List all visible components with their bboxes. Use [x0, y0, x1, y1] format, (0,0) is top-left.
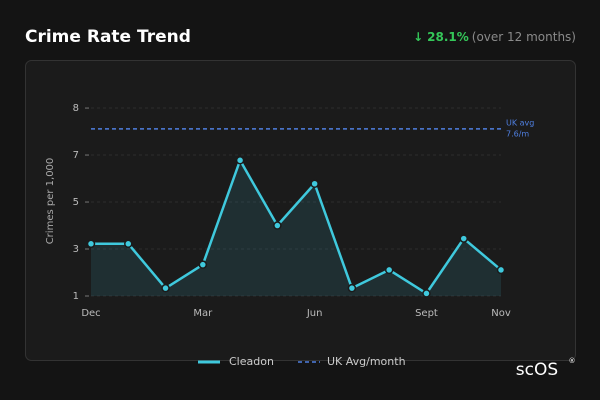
y-axis-label: Crimes per 1,000 [45, 158, 56, 245]
x-tick-label: Jun [306, 308, 323, 319]
point [384, 265, 394, 275]
logo-mark: ® [569, 357, 576, 365]
legend-label: Cleadon [229, 355, 274, 368]
area [91, 160, 501, 296]
x-tick-label: Nov [491, 308, 511, 319]
y-tick-label: 8 [73, 103, 79, 114]
change-summary: ↓ 28.1% (over 12 months) [413, 30, 576, 44]
y-tick-label: 7 [73, 150, 79, 161]
x-tick-label: Sept [415, 308, 438, 319]
point [459, 234, 468, 243]
y-tick-label: 5 [73, 197, 79, 208]
point [198, 260, 208, 269]
change-value: 28.1% [427, 30, 469, 44]
point [347, 283, 357, 293]
logo: scOS [516, 360, 558, 380]
change-arrow: ↓ [413, 30, 423, 44]
point [310, 179, 319, 189]
reference-value-label: 7.6/m [506, 129, 529, 138]
reference-label: UK avg [506, 118, 534, 127]
x-tick-label: Mar [193, 308, 213, 319]
title: Crime Rate Trend [25, 27, 191, 47]
change-period: (over 12 months) [472, 30, 576, 44]
line [91, 159, 502, 295]
legend-label: UK Avg/month [327, 355, 406, 368]
point [86, 239, 96, 249]
y-tick-label: 1 [73, 291, 79, 302]
point [161, 283, 170, 293]
point [124, 239, 133, 249]
point [235, 156, 245, 165]
point [496, 265, 506, 275]
point [422, 289, 431, 298]
x-tick-label: Dec [81, 308, 100, 319]
y-tick-label: 3 [73, 244, 79, 255]
point [273, 221, 282, 230]
